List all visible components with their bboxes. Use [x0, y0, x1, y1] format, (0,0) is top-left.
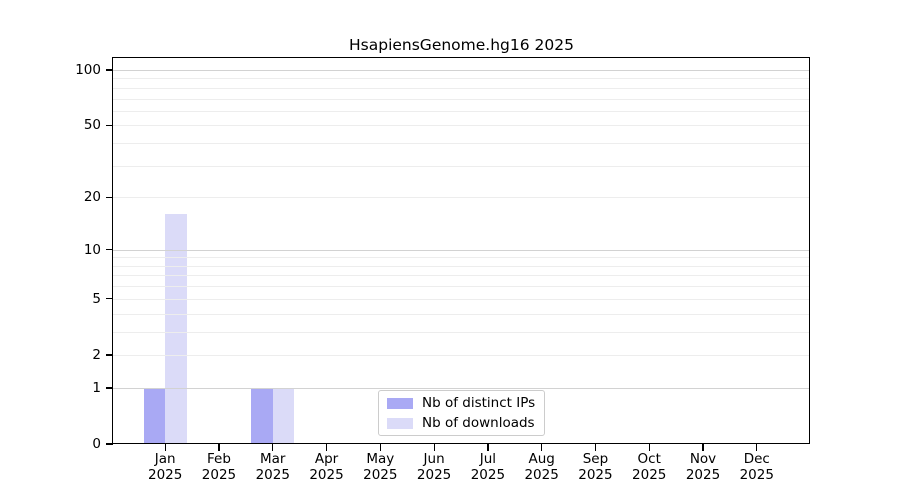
- year-line: 2025: [470, 466, 506, 483]
- gridline-minor: [113, 87, 810, 89]
- gridline-minor: [113, 331, 810, 333]
- month-line: Jul: [479, 451, 497, 467]
- gridline-minor: [113, 286, 810, 288]
- gridline-major: [113, 69, 810, 71]
- x-axis-tick-label: Jul 2025: [458, 451, 518, 483]
- y-axis-tick: [106, 387, 113, 389]
- x-axis-tick-label: Mar 2025: [243, 451, 303, 483]
- legend-swatch-downloads: [387, 417, 413, 429]
- gridline-minor: [113, 298, 810, 300]
- gridline-minor: [113, 275, 810, 277]
- year-line: 2025: [416, 466, 452, 483]
- gridline-major: [113, 249, 810, 251]
- x-axis-tick-label: Oct 2025: [619, 451, 679, 483]
- legend: Nb of distinct IPs Nb of downloads: [378, 390, 545, 436]
- year-line: 2025: [685, 466, 721, 483]
- x-axis-tick: [594, 444, 597, 451]
- legend-item-distinct-ips: Nb of distinct IPs: [387, 395, 536, 411]
- gridline-minor: [113, 143, 810, 145]
- legend-swatch-distinct-ips: [387, 397, 413, 409]
- month-line: Apr: [314, 451, 339, 467]
- plot-area: [113, 58, 810, 444]
- chart-title: HsapiensGenome.hg16 2025: [349, 36, 574, 54]
- x-axis-tick-label: Dec 2025: [727, 451, 787, 483]
- gridline-minor: [113, 257, 810, 259]
- bar-downloads-mar: [272, 387, 295, 443]
- legend-label-distinct-ips: Nb of distinct IPs: [422, 395, 536, 411]
- y-axis-tick: [106, 443, 113, 445]
- y-axis-tick-label: 2: [92, 346, 101, 363]
- x-axis-tick-label: Apr 2025: [297, 451, 357, 483]
- x-axis-tick: [648, 444, 650, 451]
- bar-distinct-ips-mar: [251, 387, 273, 443]
- gridline-minor: [113, 98, 810, 100]
- year-line: 2025: [201, 466, 237, 483]
- gridline-minor: [113, 165, 810, 167]
- gridline-minor: [113, 78, 810, 80]
- month-line: Feb: [207, 451, 231, 467]
- legend-item-downloads: Nb of downloads: [387, 415, 536, 431]
- month-line: Jan: [154, 451, 176, 467]
- bar-distinct-ips-jan: [143, 387, 166, 443]
- gridline-minor: [113, 354, 810, 356]
- x-axis-tick: [218, 444, 220, 451]
- y-axis-tick-label: 10: [83, 241, 101, 258]
- year-line: 2025: [739, 466, 774, 483]
- y-axis-tick: [106, 298, 113, 300]
- month-line: Jun: [423, 451, 445, 467]
- x-axis-tick: [756, 444, 758, 451]
- x-axis-tick-label: Aug 2025: [512, 451, 572, 483]
- month-line: Aug: [528, 451, 555, 467]
- y-axis-tick-label: 5: [92, 290, 101, 307]
- gridline-minor: [113, 110, 810, 112]
- x-axis-tick-label: Sep 2025: [565, 451, 625, 483]
- year-line: 2025: [524, 466, 559, 483]
- gridline-minor: [113, 313, 810, 315]
- y-axis-tick-label: 100: [75, 61, 101, 78]
- x-axis-tick: [325, 444, 328, 451]
- gridline-major: [113, 387, 810, 389]
- month-line: Mar: [260, 451, 286, 467]
- x-axis-tick-label: Feb 2025: [189, 451, 249, 483]
- x-axis-tick: [433, 444, 435, 451]
- gridline-minor: [113, 125, 810, 127]
- x-axis-tick: [272, 444, 274, 451]
- year-line: 2025: [632, 466, 667, 483]
- y-axis-tick-label: 0: [92, 436, 101, 452]
- year-line: 2025: [578, 466, 613, 483]
- month-line: Dec: [743, 451, 770, 467]
- year-line: 2025: [363, 466, 398, 483]
- bar-downloads-jan: [165, 214, 187, 443]
- y-axis-tick-label: 20: [83, 189, 101, 206]
- x-axis-tick-label: Jun 2025: [404, 451, 464, 483]
- x-axis-tick-label: Jan 2025: [135, 451, 195, 483]
- year-line: 2025: [309, 466, 344, 483]
- y-axis-tick: [106, 124, 113, 127]
- y-axis-tick-label: 50: [83, 117, 101, 134]
- x-axis-tick-label: Nov 2025: [673, 451, 733, 483]
- x-axis-tick: [702, 444, 704, 451]
- y-axis-tick: [106, 196, 113, 198]
- year-line: 2025: [148, 466, 183, 483]
- month-line: Nov: [689, 451, 717, 467]
- x-axis-tick: [164, 444, 166, 451]
- x-axis-tick: [487, 444, 489, 451]
- legend-label-downloads: Nb of downloads: [422, 415, 535, 431]
- month-line: Oct: [637, 451, 661, 467]
- month-line: May: [366, 451, 395, 467]
- gridline-minor: [113, 265, 810, 267]
- y-axis-tick: [106, 249, 113, 251]
- month-line: Sep: [582, 451, 609, 467]
- x-axis-tick-label: May 2025: [350, 451, 410, 483]
- y-axis-tick-label: 1: [92, 379, 101, 396]
- gridline-minor: [113, 197, 810, 199]
- year-line: 2025: [255, 466, 290, 483]
- x-axis-tick: [541, 444, 543, 451]
- x-axis-tick: [379, 444, 382, 451]
- y-axis-tick: [106, 354, 113, 356]
- y-axis-tick: [106, 69, 113, 71]
